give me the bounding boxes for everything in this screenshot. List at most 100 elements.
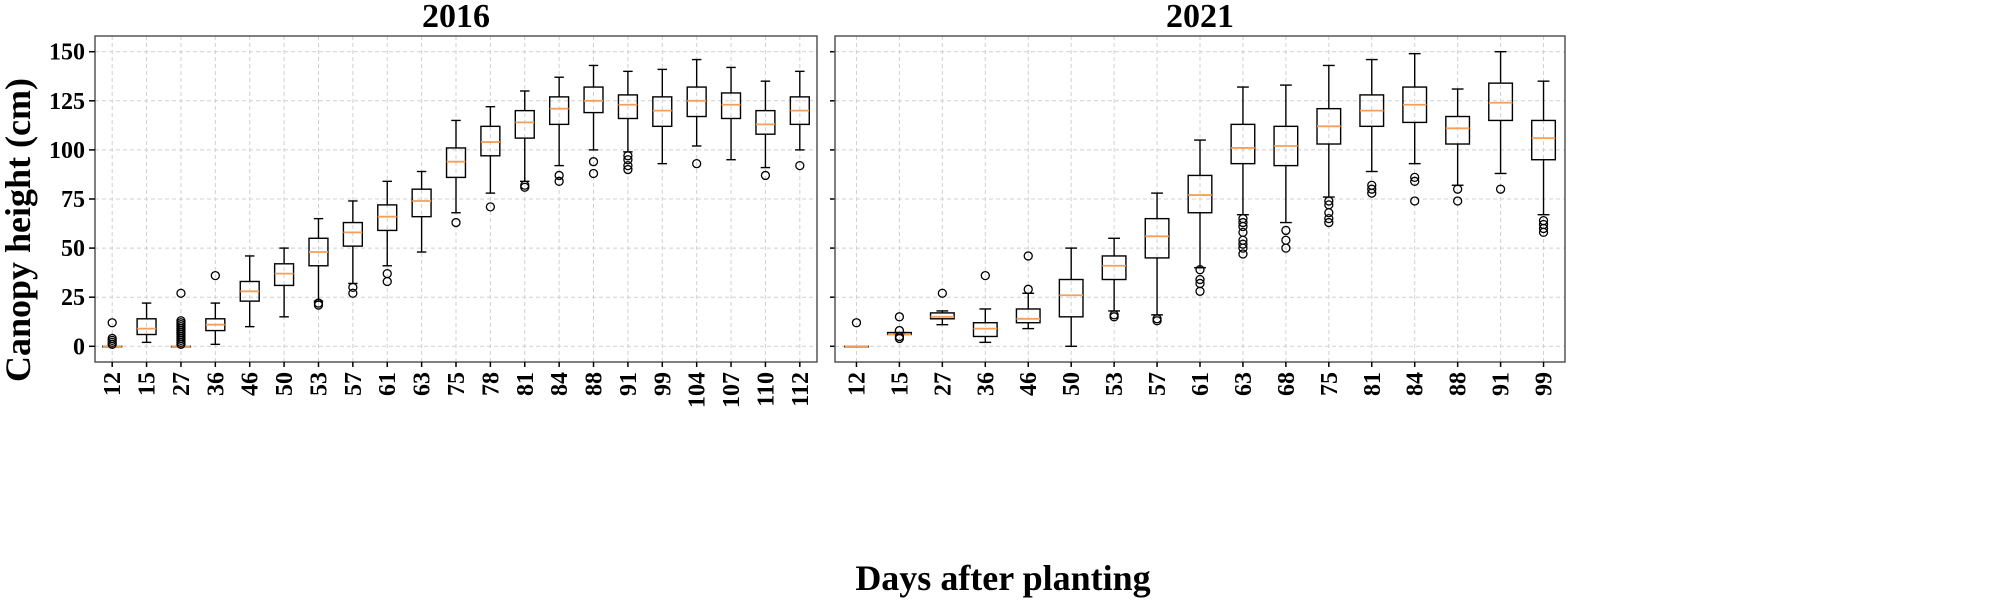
outlier-point [348,288,358,298]
outlier-point [1452,184,1463,194]
outlier-point [1538,219,1549,230]
outlier-point [1367,180,1377,190]
outlier-point [1495,184,1506,194]
panel-2021: 2021 12 15 27 36 46 50 53 57 61 63 68 75 81 84 88 91 99 [830,0,1566,396]
panel-title: 2016 [422,0,490,35]
box-plot [411,170,432,253]
x-tick-label: 46 [1016,372,1042,396]
outlier-point [1538,215,1549,226]
box-plot [1015,251,1041,330]
box-plot [617,70,639,175]
box-iqr [480,125,501,157]
outlier-point [894,325,905,336]
box-plot [720,66,742,161]
x-tick-label: 63 [410,372,436,396]
box-plot [1445,88,1471,206]
y-tick-label: 50 [61,236,85,262]
outlier-point [623,160,633,171]
box-plot [1230,86,1256,259]
box-plot [514,90,535,192]
x-tick-label: 88 [1446,372,1472,396]
outlier-point [1410,196,1420,206]
box-plot [972,270,998,344]
x-tick-label: 15 [135,372,161,396]
box-iqr [1531,119,1557,161]
x-tick-label: 27 [169,372,195,396]
x-tick-label: 75 [1317,372,1343,396]
box-plot [205,270,226,346]
x-tick-label: 50 [1059,372,1085,396]
x-tick-label: 12 [844,372,870,396]
box-iqr [1101,255,1127,281]
box-iqr [755,109,776,135]
box-plot [1273,84,1299,253]
outlier-point [1324,217,1334,228]
box-iqr [1230,123,1256,165]
box-plot [480,105,501,212]
box-iqr [548,96,570,126]
outlier-point [176,288,186,298]
outlier-point [107,318,117,328]
outlier-point [1023,251,1033,261]
box-iqr [1015,308,1041,324]
outlier-point [1109,310,1119,320]
outlier-point [1324,213,1334,224]
x-tick-label: 50 [272,372,298,396]
box-plot [652,68,673,165]
box-plot [1101,237,1127,322]
box-plot [102,318,123,349]
outlier-point [623,151,633,161]
x-tick-label: 36 [973,372,999,396]
x-tick-label: 110 [753,372,779,407]
box-iqr [1058,278,1084,318]
outlier-point [554,176,564,186]
box-plot [239,255,260,328]
x-tick-label: 63 [1231,372,1257,396]
box-iqr [972,322,998,338]
outlier-point [451,217,461,228]
outlier-point [623,155,633,165]
outlier-point [210,270,220,281]
box-plot [583,64,604,179]
x-tick-label: 61 [375,372,401,396]
x-tick-label: 91 [1489,372,1515,396]
x-axis-label: Days after planting [855,558,1150,598]
box-plot [1144,192,1170,326]
x-tick-label: 75 [444,372,470,396]
outlier-point [107,333,117,344]
outlier-point [1367,184,1377,194]
box-plot [929,288,955,326]
y-tick-label: 0 [73,334,85,360]
y-tick-label: 100 [49,138,85,164]
box-plot [1316,64,1342,228]
outlier-point [1195,274,1205,285]
outlier-point [1238,239,1248,249]
x-tick-label: 36 [203,372,229,396]
x-tick-label: 81 [513,372,539,396]
outlier-point [623,164,633,175]
box-iqr [1445,115,1471,145]
box-iqr [342,221,364,247]
box-iqr [411,188,432,218]
panel-2016: 2016 12 15 27 36 46 50 53 57 61 63 75 78 81 84 88 91 99 10… [94,0,818,408]
outlier-point [382,268,392,279]
outlier-point [588,157,599,167]
outlier-point [1452,196,1463,206]
outlier-point [894,312,905,322]
panel-title: 2021 [1166,0,1234,35]
box-plot [445,119,467,228]
box-iqr [1187,174,1213,214]
x-tick-label: 27 [930,372,956,396]
x-tick-label: 78 [478,372,504,396]
outlier-point [588,168,599,179]
box-iqr [583,86,604,114]
box-iqr [136,318,157,336]
y-tick-label: 150 [49,40,85,66]
outlier-point [1238,249,1248,259]
box-plot [1402,52,1428,206]
outlier-point [894,331,905,342]
outlier-point [554,170,564,181]
y-tick-label: 125 [49,89,85,115]
x-tick-label: 104 [685,372,711,408]
